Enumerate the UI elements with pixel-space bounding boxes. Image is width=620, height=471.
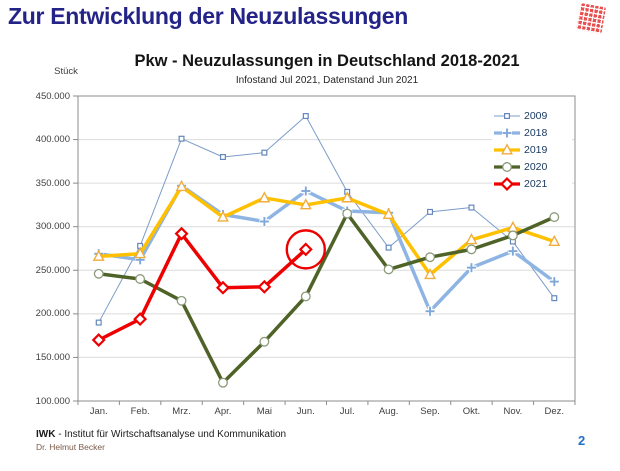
y-axis-tick-label: 300.000 <box>35 221 70 233</box>
x-axis-tick-label: Dez. <box>544 406 565 417</box>
x-axis-tick-label: Jan. <box>89 406 108 417</box>
y-axis-tick-label: 250.000 <box>35 264 70 276</box>
chart-legend: 2009 2018 2019 2020 2021 <box>492 106 572 193</box>
legend-label: 2020 <box>524 160 548 173</box>
x-axis-tick-label: Nov. <box>503 406 523 417</box>
y-axis-tick-label: 150.000 <box>35 351 70 363</box>
legend-marker-2009 <box>494 112 520 119</box>
chart-title: Pkw - Neuzulassungen in Deutschland 2018… <box>134 52 520 70</box>
legend-item-2018: 2018 <box>492 124 572 141</box>
legend-item-2019: 2019 <box>492 141 572 158</box>
legend-label: 2018 <box>524 126 548 139</box>
footer-org-separator: - <box>55 429 65 440</box>
x-axis-tick-label: Apr. <box>214 406 232 417</box>
x-axis-tick-label: Aug. <box>378 406 399 417</box>
y-axis-tick-label: 350.000 <box>35 177 70 189</box>
page-number: 2 <box>578 433 586 448</box>
pkw-line-chart <box>73 95 576 405</box>
page-title: Zur Entwicklung der Neuzulassungen <box>8 3 409 29</box>
footer-organization: IWK - Institut für Wirtschaftsanalyse un… <box>36 429 286 440</box>
legend-label: 2021 <box>524 177 548 190</box>
x-axis-tick-label: Okt. <box>462 406 481 417</box>
footer-org-name: Institut für Wirtschaftsanalyse und Komm… <box>64 429 287 440</box>
x-axis-tick-label: Sep. <box>420 406 440 417</box>
legend-marker-2018 <box>494 127 520 138</box>
y-axis-tick-label: 100.000 <box>35 395 70 407</box>
legend-label: 2019 <box>524 143 548 156</box>
legend-item-2020: 2020 <box>492 158 572 175</box>
legend-marker-2020 <box>494 161 520 172</box>
x-axis-tick-label: Jul. <box>339 406 355 417</box>
x-axis-tick-label: Jun. <box>296 406 315 417</box>
x-axis-tick-label: Mai <box>256 406 273 417</box>
y-axis-unit-label: Stück <box>54 66 78 77</box>
legend-label: 2009 <box>524 109 548 122</box>
footer-org-abbr: IWK <box>36 429 56 440</box>
x-axis-tick-label: Feb. <box>130 406 150 417</box>
legend-marker-2019 <box>494 142 520 155</box>
y-axis-tick-label: 450.000 <box>35 90 70 102</box>
y-axis-tick-label: 200.000 <box>35 308 70 320</box>
legend-item-2009: 2009 <box>492 107 572 124</box>
legend-item-2021: 2021 <box>492 175 572 192</box>
chart-subtitle: Infostand Jul 2021, Datenstand Jun 2021 <box>235 75 419 86</box>
footer-author: Dr. Helmut Becker <box>36 442 105 452</box>
x-axis-tick-label: Mrz. <box>172 406 191 417</box>
legend-marker-2021 <box>494 176 520 191</box>
y-axis-tick-label: 400.000 <box>35 134 70 146</box>
iwk-logo <box>575 2 607 35</box>
